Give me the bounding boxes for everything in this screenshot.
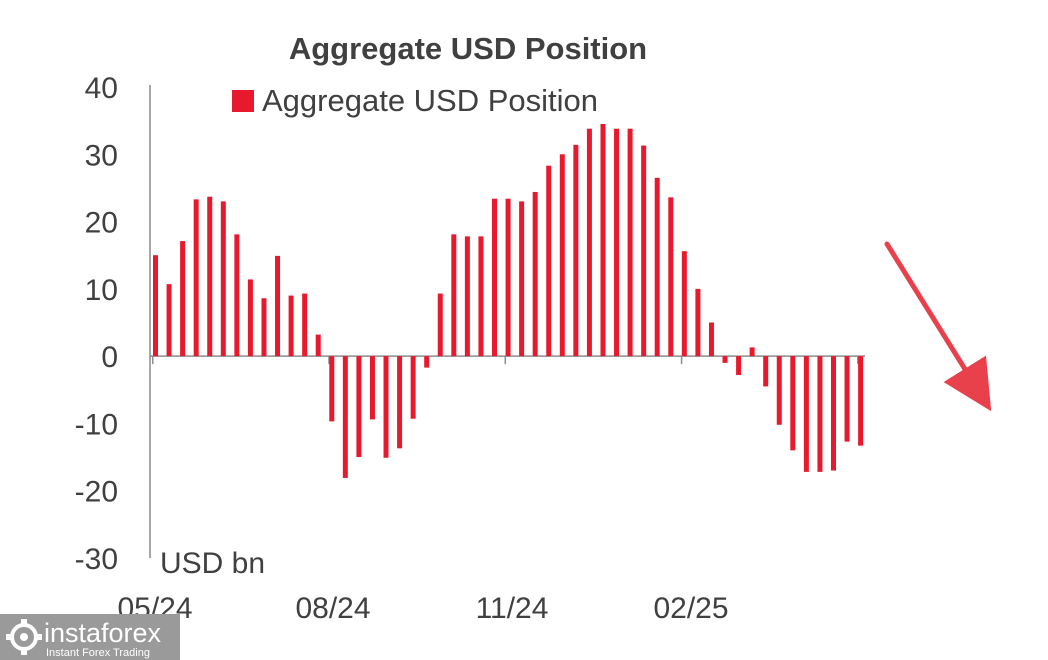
bar: [858, 356, 864, 446]
bar: [681, 251, 687, 357]
bar: [573, 144, 579, 357]
bar: [600, 124, 606, 357]
bar: [410, 356, 416, 419]
bar: [559, 154, 565, 357]
chart-title: Aggregate USD Position: [289, 31, 647, 66]
bar: [614, 128, 620, 357]
y-tick-label: 30: [85, 139, 118, 172]
bar: [153, 255, 158, 357]
bar: [586, 128, 592, 357]
bar: [369, 356, 375, 420]
bar: [817, 356, 823, 472]
watermark-brand: instaforex: [44, 618, 162, 648]
bar: [166, 284, 172, 357]
y-tick-label: -10: [75, 408, 118, 441]
bar: [546, 165, 552, 357]
bar: [668, 197, 674, 357]
trend-arrow-icon: [884, 241, 992, 412]
bar: [654, 177, 660, 357]
gear-logo-icon: [6, 619, 42, 655]
x-tick-label: 02/25: [653, 592, 728, 625]
bar: [478, 236, 484, 357]
bar: [193, 199, 199, 357]
bar: [180, 241, 186, 357]
bar: [519, 201, 525, 357]
bar: [831, 356, 836, 471]
y-tick-label: 0: [101, 341, 118, 374]
bar: [790, 356, 796, 451]
y-tick-label: 20: [85, 207, 118, 240]
bar: [342, 356, 348, 478]
x-axis-labels: 05/24 08/24 11/24 02/25: [117, 592, 728, 625]
bar: [261, 298, 267, 357]
bar: [207, 196, 213, 357]
y-tick-label: -20: [75, 476, 118, 509]
bar: [437, 293, 443, 357]
bar: [722, 356, 728, 363]
bar: [220, 201, 226, 357]
bar: [803, 356, 809, 472]
y-tick-label: 40: [85, 72, 118, 105]
y-axis-ticks: 40 30 20 10 0 -10 -20 -30: [75, 72, 118, 576]
bar: [356, 356, 362, 458]
bar-series: [153, 124, 864, 478]
x-tick-label: 11/24: [476, 592, 549, 625]
bar: [464, 236, 470, 357]
y-tick-label: -30: [75, 543, 118, 576]
bar: [749, 347, 755, 357]
x-axis-tick-marks: [151, 356, 859, 365]
bar: [288, 295, 294, 357]
bar: [763, 356, 769, 387]
bar: [505, 198, 511, 357]
bar: [234, 234, 240, 357]
bar: [776, 356, 782, 425]
bar: [329, 356, 335, 422]
watermark-background: [0, 614, 180, 660]
bar: [383, 356, 389, 458]
bar: [451, 234, 457, 357]
bar: [492, 198, 497, 357]
bar: [424, 356, 430, 368]
watermark-tagline: Instant Forex Trading: [46, 647, 150, 659]
bar: [532, 191, 538, 357]
legend: Aggregate USD Position: [232, 83, 598, 118]
bar: [736, 356, 742, 375]
bar: [695, 288, 701, 357]
bar: [627, 128, 633, 357]
bar: [247, 279, 253, 357]
bar: [302, 293, 308, 357]
bar: [708, 322, 714, 357]
x-tick-label: 08/24: [295, 592, 370, 625]
y-unit-label: USD bn: [160, 547, 265, 580]
bar: [641, 145, 647, 357]
instaforex-watermark: instaforex Instant Forex Trading: [0, 614, 180, 660]
y-tick-label: 10: [85, 274, 118, 307]
bar: [397, 356, 403, 449]
bar: [315, 334, 321, 357]
bar: [275, 255, 281, 357]
bar: [844, 356, 850, 442]
legend-label: Aggregate USD Position: [262, 83, 598, 118]
legend-swatch: [232, 90, 254, 112]
